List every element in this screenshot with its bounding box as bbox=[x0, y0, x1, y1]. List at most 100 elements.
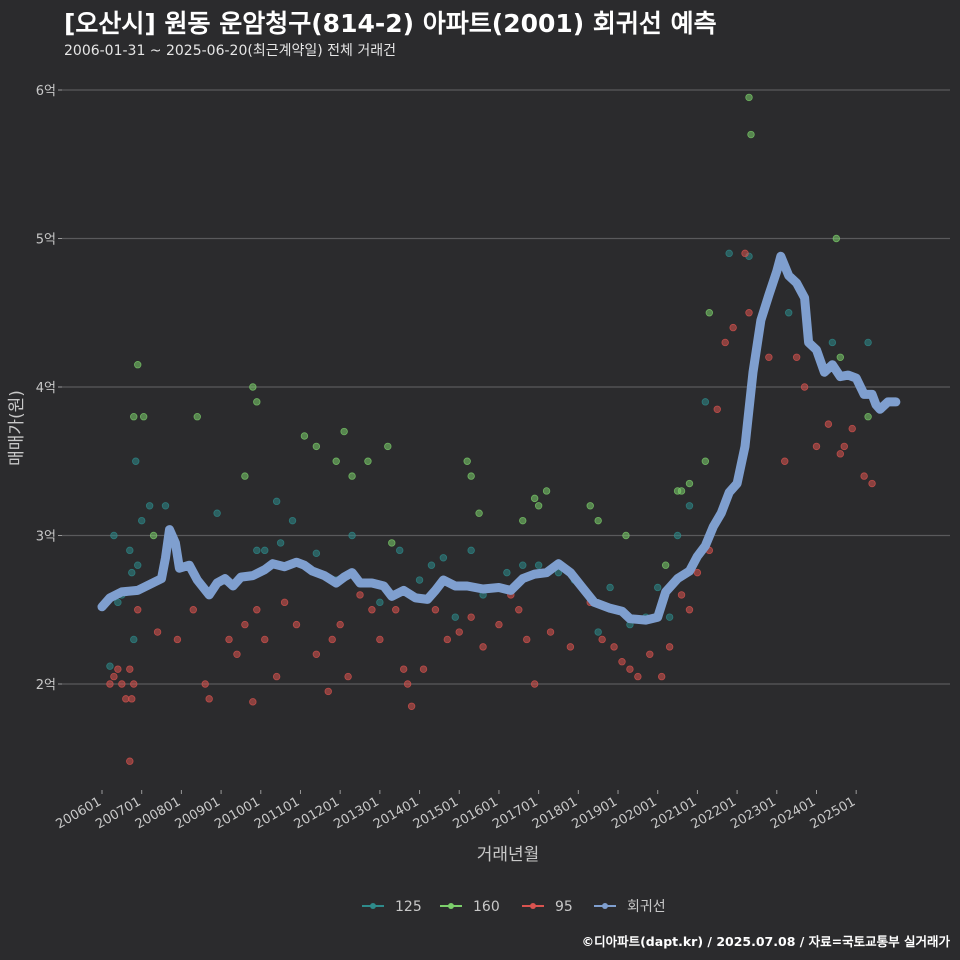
data-point-160 bbox=[253, 398, 261, 406]
data-point-95 bbox=[324, 687, 332, 696]
y-tick-label: 3억 bbox=[36, 530, 56, 545]
data-point-95 bbox=[249, 698, 257, 706]
data-point-95 bbox=[546, 628, 555, 636]
data-point-160 bbox=[364, 457, 372, 465]
data-point-125 bbox=[439, 554, 448, 562]
legend-key-marker bbox=[370, 903, 376, 909]
data-point-95 bbox=[634, 672, 642, 681]
x-axis-label: 거래년월 bbox=[477, 845, 540, 865]
data-point-160 bbox=[130, 413, 138, 421]
data-point-95 bbox=[860, 472, 868, 480]
data-point-160 bbox=[745, 93, 753, 102]
data-point-125 bbox=[665, 613, 674, 621]
data-point-95 bbox=[848, 424, 856, 433]
data-point-95 bbox=[106, 680, 114, 688]
data-point-95 bbox=[530, 680, 539, 688]
data-point-125 bbox=[110, 531, 118, 540]
data-point-125 bbox=[137, 516, 146, 525]
data-point-95 bbox=[495, 620, 503, 629]
data-point-125 bbox=[132, 457, 140, 465]
data-point-95 bbox=[336, 620, 344, 629]
data-point-125 bbox=[594, 628, 602, 636]
data-point-160 bbox=[139, 413, 148, 421]
data-point-125 bbox=[503, 568, 511, 577]
data-point-95 bbox=[403, 680, 412, 688]
data-point-125 bbox=[114, 598, 122, 607]
data-point-95 bbox=[118, 680, 126, 688]
data-point-95 bbox=[566, 643, 575, 651]
data-point-95 bbox=[431, 606, 440, 614]
grid-lines bbox=[58, 89, 950, 685]
data-point-95 bbox=[618, 658, 626, 666]
data-point-160 bbox=[300, 432, 309, 440]
data-point-160 bbox=[701, 457, 710, 465]
data-point-125 bbox=[312, 549, 321, 558]
legend-key-marker bbox=[530, 903, 536, 909]
data-point-125 bbox=[415, 576, 424, 584]
data-point-95 bbox=[280, 598, 289, 607]
data-point-95 bbox=[765, 353, 773, 361]
data-point-95 bbox=[868, 479, 876, 488]
data-point-95 bbox=[126, 665, 134, 673]
data-point-125 bbox=[272, 497, 281, 506]
data-point-125 bbox=[606, 583, 614, 592]
data-point-95 bbox=[225, 635, 233, 644]
regression-line-path bbox=[97, 251, 901, 625]
data-point-160 bbox=[534, 502, 543, 510]
x-tick-label: 202501 bbox=[808, 794, 858, 832]
data-point-125 bbox=[130, 635, 138, 644]
data-point-160 bbox=[747, 130, 755, 139]
data-point-95 bbox=[840, 442, 848, 451]
y-tick-label: 5억 bbox=[36, 233, 56, 248]
data-point-95 bbox=[781, 457, 789, 465]
data-point-95 bbox=[721, 338, 729, 347]
legend-key-marker bbox=[448, 903, 454, 909]
legend-label: 125 bbox=[395, 899, 422, 915]
data-point-160 bbox=[836, 353, 845, 361]
data-point-125 bbox=[725, 249, 733, 258]
data-point-95 bbox=[665, 643, 674, 651]
data-point-95 bbox=[134, 606, 142, 614]
regression-line bbox=[97, 251, 901, 625]
data-point-95 bbox=[233, 650, 241, 658]
data-point-95 bbox=[241, 620, 249, 629]
data-point-95 bbox=[626, 665, 634, 673]
data-point-95 bbox=[126, 757, 134, 765]
data-point-125 bbox=[701, 398, 710, 406]
data-point-95 bbox=[344, 672, 352, 681]
data-point-95 bbox=[745, 309, 753, 317]
footer-credit: ©디아파트(dapt.kr) / 2025.07.08 / 자료=국토교통부 실… bbox=[581, 934, 950, 949]
data-point-125 bbox=[673, 531, 682, 540]
data-point-95 bbox=[467, 613, 475, 621]
data-point-125 bbox=[276, 539, 285, 547]
data-point-125 bbox=[128, 568, 136, 577]
data-point-95 bbox=[455, 628, 463, 636]
data-point-95 bbox=[677, 591, 686, 599]
data-point-160 bbox=[312, 442, 321, 451]
data-point-160 bbox=[519, 516, 527, 525]
legend-label: 회귀선 bbox=[627, 899, 666, 915]
data-point-160 bbox=[586, 502, 594, 510]
data-point-95 bbox=[356, 591, 364, 599]
data-point-160 bbox=[677, 487, 686, 495]
data-point-160 bbox=[463, 457, 471, 465]
x-tick-labels: 2006012007012008012009012010012011012012… bbox=[54, 790, 858, 832]
data-point-125 bbox=[288, 516, 297, 525]
data-point-125 bbox=[134, 561, 142, 569]
chart-subtitle: 2006-01-31 ~ 2025-06-20(최근계약일) 전체 거래건 bbox=[64, 43, 396, 59]
data-point-95 bbox=[128, 695, 136, 703]
data-point-95 bbox=[479, 643, 487, 651]
data-point-160 bbox=[340, 427, 348, 436]
data-point-95 bbox=[253, 606, 261, 614]
data-point-160 bbox=[661, 561, 670, 569]
data-point-95 bbox=[812, 442, 821, 451]
data-point-95 bbox=[312, 650, 321, 658]
data-point-160 bbox=[332, 457, 340, 465]
chart-title: [오산시] 원동 운암청구(814-2) 아파트(2001) 회귀선 예측 bbox=[64, 9, 717, 38]
data-point-95 bbox=[729, 323, 737, 332]
data-point-125 bbox=[534, 561, 543, 569]
data-point-125 bbox=[106, 662, 114, 670]
data-point-160 bbox=[864, 413, 872, 421]
data-point-125 bbox=[145, 502, 154, 510]
data-point-125 bbox=[828, 338, 837, 347]
